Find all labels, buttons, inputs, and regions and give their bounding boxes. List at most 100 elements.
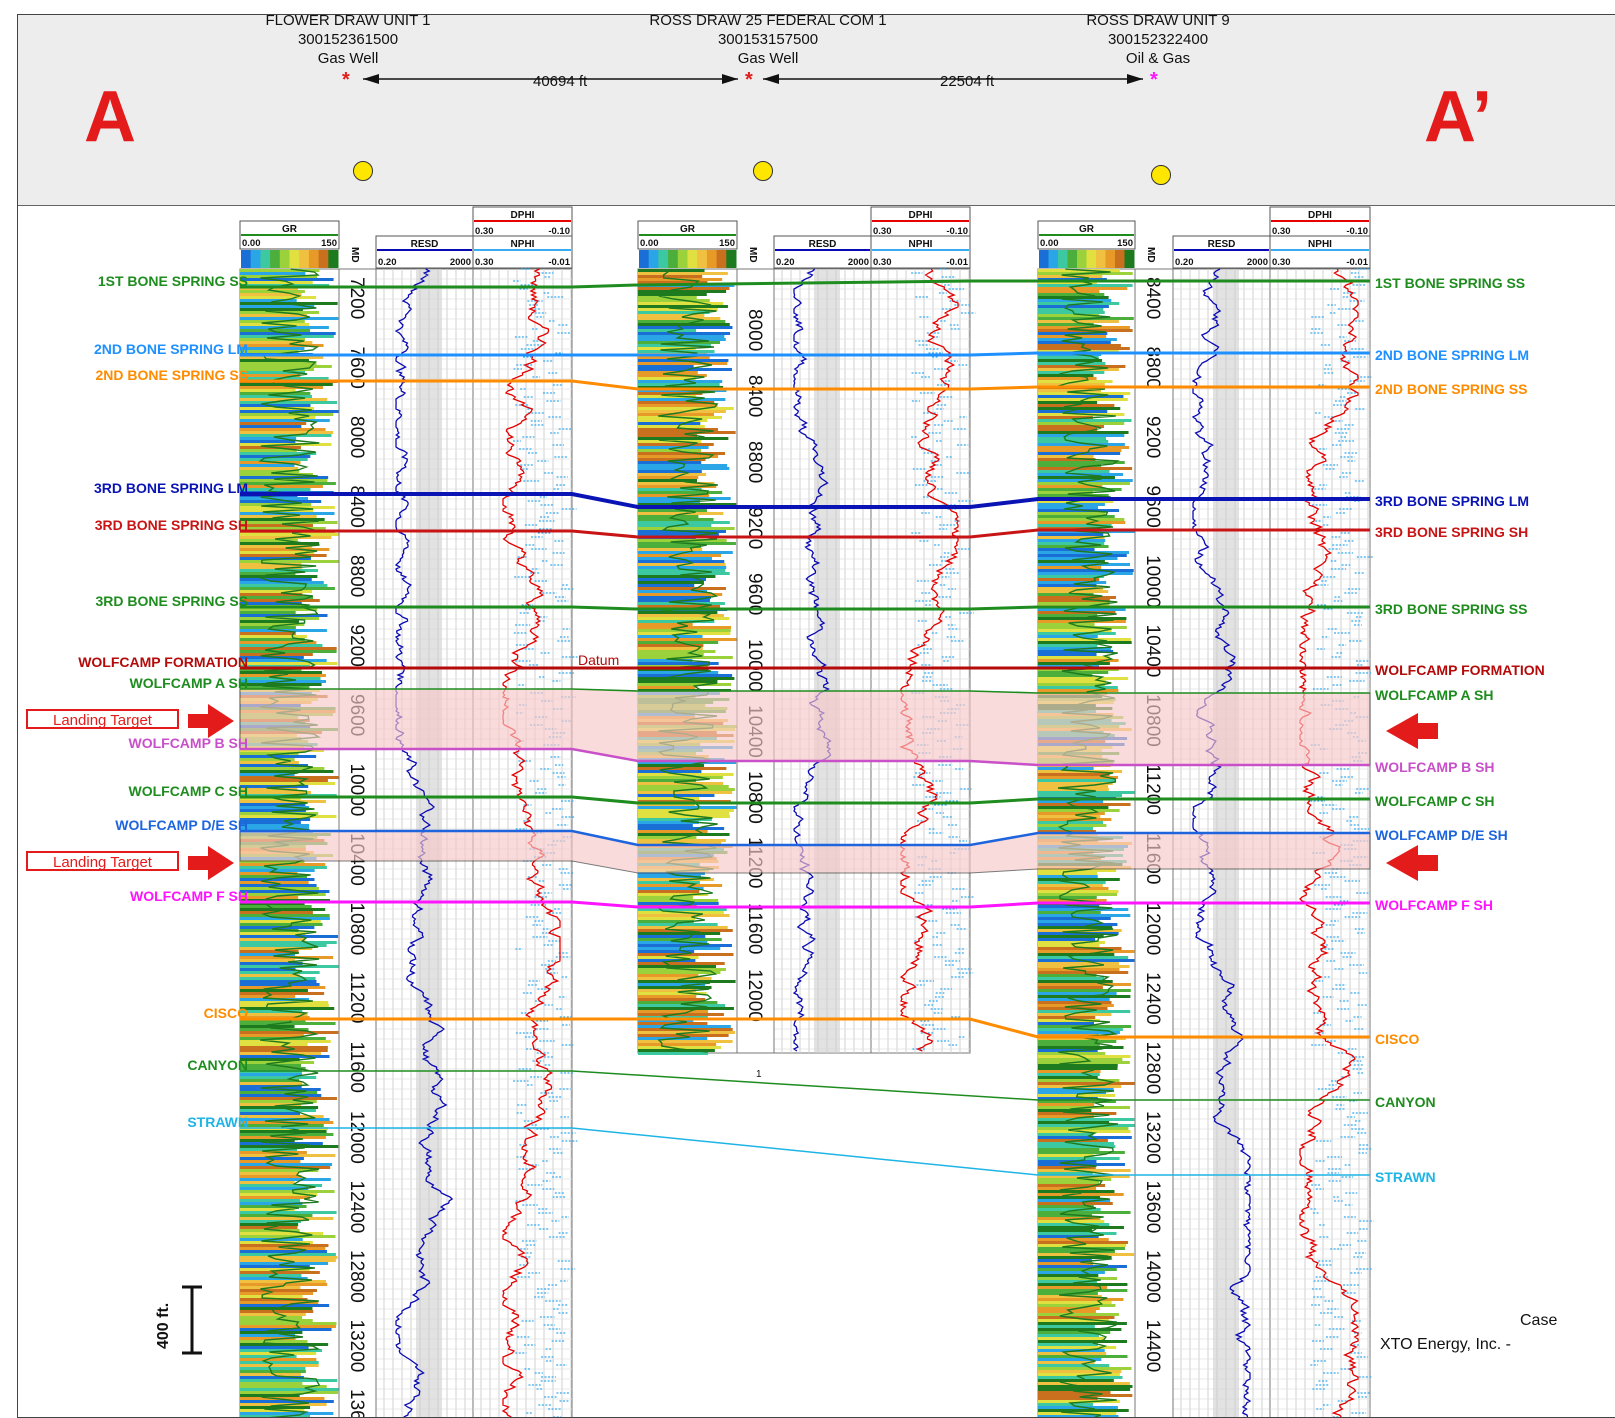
gr-color-scale xyxy=(1124,250,1129,268)
gr-fill xyxy=(1038,347,1130,350)
track-max: 150 xyxy=(1117,238,1133,249)
gr-fill xyxy=(638,593,723,596)
well-header-3[interactable]: ROSS DRAW UNIT 9 300152322400 Oil & Gas xyxy=(1028,15,1288,68)
gr-fill xyxy=(1038,1289,1128,1292)
gr-fill xyxy=(240,1415,311,1417)
gr-fill xyxy=(638,494,710,497)
gr-fill xyxy=(1038,524,1112,527)
gr-fill xyxy=(638,1013,724,1016)
gr-fill xyxy=(638,527,735,530)
gr-color-scale xyxy=(1039,250,1043,268)
gr-fill xyxy=(1038,638,1131,641)
gr-fill xyxy=(1038,485,1103,488)
gr-fill xyxy=(240,878,315,881)
gr-fill xyxy=(638,509,707,512)
gr-fill xyxy=(240,809,306,812)
depth-label: 8800 xyxy=(1142,347,1163,389)
gr-fill xyxy=(240,1367,306,1370)
gr-fill xyxy=(240,431,334,434)
formation-line xyxy=(240,1070,1370,1101)
gr-color-scale xyxy=(664,250,669,268)
gr-fill xyxy=(240,1256,338,1259)
gr-fill xyxy=(638,578,707,581)
gr-fill xyxy=(240,779,328,782)
gr-fill xyxy=(240,962,303,965)
gr-fill xyxy=(240,785,309,788)
gr-fill xyxy=(1038,644,1098,647)
gr-fill xyxy=(1038,1157,1120,1160)
gr-fill xyxy=(240,428,326,431)
gr-fill xyxy=(1038,794,1122,797)
gr-fill xyxy=(1038,488,1122,491)
gr-fill xyxy=(638,599,710,602)
gr-fill xyxy=(638,434,698,437)
gr-fill xyxy=(1038,1400,1120,1403)
gr-fill xyxy=(240,329,311,332)
gr-fill xyxy=(1038,935,1104,938)
gr-fill xyxy=(1038,1154,1094,1157)
gr-color-scale xyxy=(308,250,313,268)
well-header-1[interactable]: FLOWER DRAW UNIT 1 300152361500 Gas Well xyxy=(218,15,478,68)
well-location-marker-1[interactable] xyxy=(353,161,373,181)
gr-fill xyxy=(240,1064,302,1067)
gr-fill xyxy=(638,545,702,548)
gr-fill xyxy=(1038,305,1109,308)
gr-fill xyxy=(1038,1304,1116,1307)
gr-fill xyxy=(638,488,702,491)
gr-fill xyxy=(1038,689,1119,692)
gr-fill xyxy=(240,344,324,347)
gr-fill xyxy=(240,452,317,455)
gr-fill xyxy=(638,461,702,464)
well-location-marker-3[interactable] xyxy=(1151,165,1171,185)
gr-color-scale xyxy=(706,250,711,268)
gr-color-scale xyxy=(241,250,245,268)
gr-fill xyxy=(1038,896,1097,899)
depth-label: 10000 xyxy=(1142,555,1163,608)
depth-label: 12800 xyxy=(346,1250,367,1303)
gr-fill xyxy=(240,1382,303,1385)
gr-fill xyxy=(1038,1274,1099,1277)
gr-fill xyxy=(1038,599,1110,602)
gr-fill xyxy=(240,596,314,599)
gr-color-scale xyxy=(1051,250,1056,268)
gr-fill xyxy=(240,1229,300,1232)
gr-fill xyxy=(240,1097,337,1100)
gr-fill xyxy=(1038,986,1103,989)
track-max: 150 xyxy=(719,238,735,249)
well-location-marker-2[interactable] xyxy=(753,161,773,181)
gr-fill xyxy=(638,431,736,434)
gr-fill xyxy=(638,761,737,764)
gr-fill xyxy=(1038,941,1105,944)
gr-fill xyxy=(240,923,323,926)
gr-fill xyxy=(1038,533,1104,536)
gr-fill xyxy=(1038,401,1098,404)
track-min: 0.30 xyxy=(873,226,892,237)
gr-fill xyxy=(240,1349,323,1352)
gr-fill xyxy=(638,329,697,332)
gr-fill xyxy=(240,467,299,470)
gr-fill xyxy=(240,1028,309,1031)
gr-fill xyxy=(1038,947,1122,950)
gr-color-scale xyxy=(661,250,666,268)
track-min: 0.20 xyxy=(1175,257,1194,268)
formation-line xyxy=(240,829,1370,847)
gr-color-scale xyxy=(651,250,656,268)
gr-fill xyxy=(240,476,329,479)
gr-color-scale xyxy=(1083,250,1087,268)
gr-fill xyxy=(638,1052,709,1055)
gr-fill xyxy=(240,758,295,761)
gr-color-scale xyxy=(334,250,339,268)
gr-fill xyxy=(1038,887,1109,890)
gr-color-scale xyxy=(681,250,685,268)
well-header-2[interactable]: ROSS DRAW 25 FEDERAL COM 1 300153157500 … xyxy=(623,15,913,68)
track-header-nphi xyxy=(870,235,971,269)
gr-fill xyxy=(638,977,712,980)
gr-fill xyxy=(240,1169,319,1172)
gr-fill xyxy=(1038,1277,1118,1280)
track-max: -0.01 xyxy=(946,257,968,268)
gr-fill xyxy=(1038,365,1126,368)
gr-color-scale xyxy=(723,250,727,268)
gr-fill xyxy=(1038,344,1121,347)
gr-fill xyxy=(1038,362,1106,365)
gr-fill xyxy=(638,830,708,833)
